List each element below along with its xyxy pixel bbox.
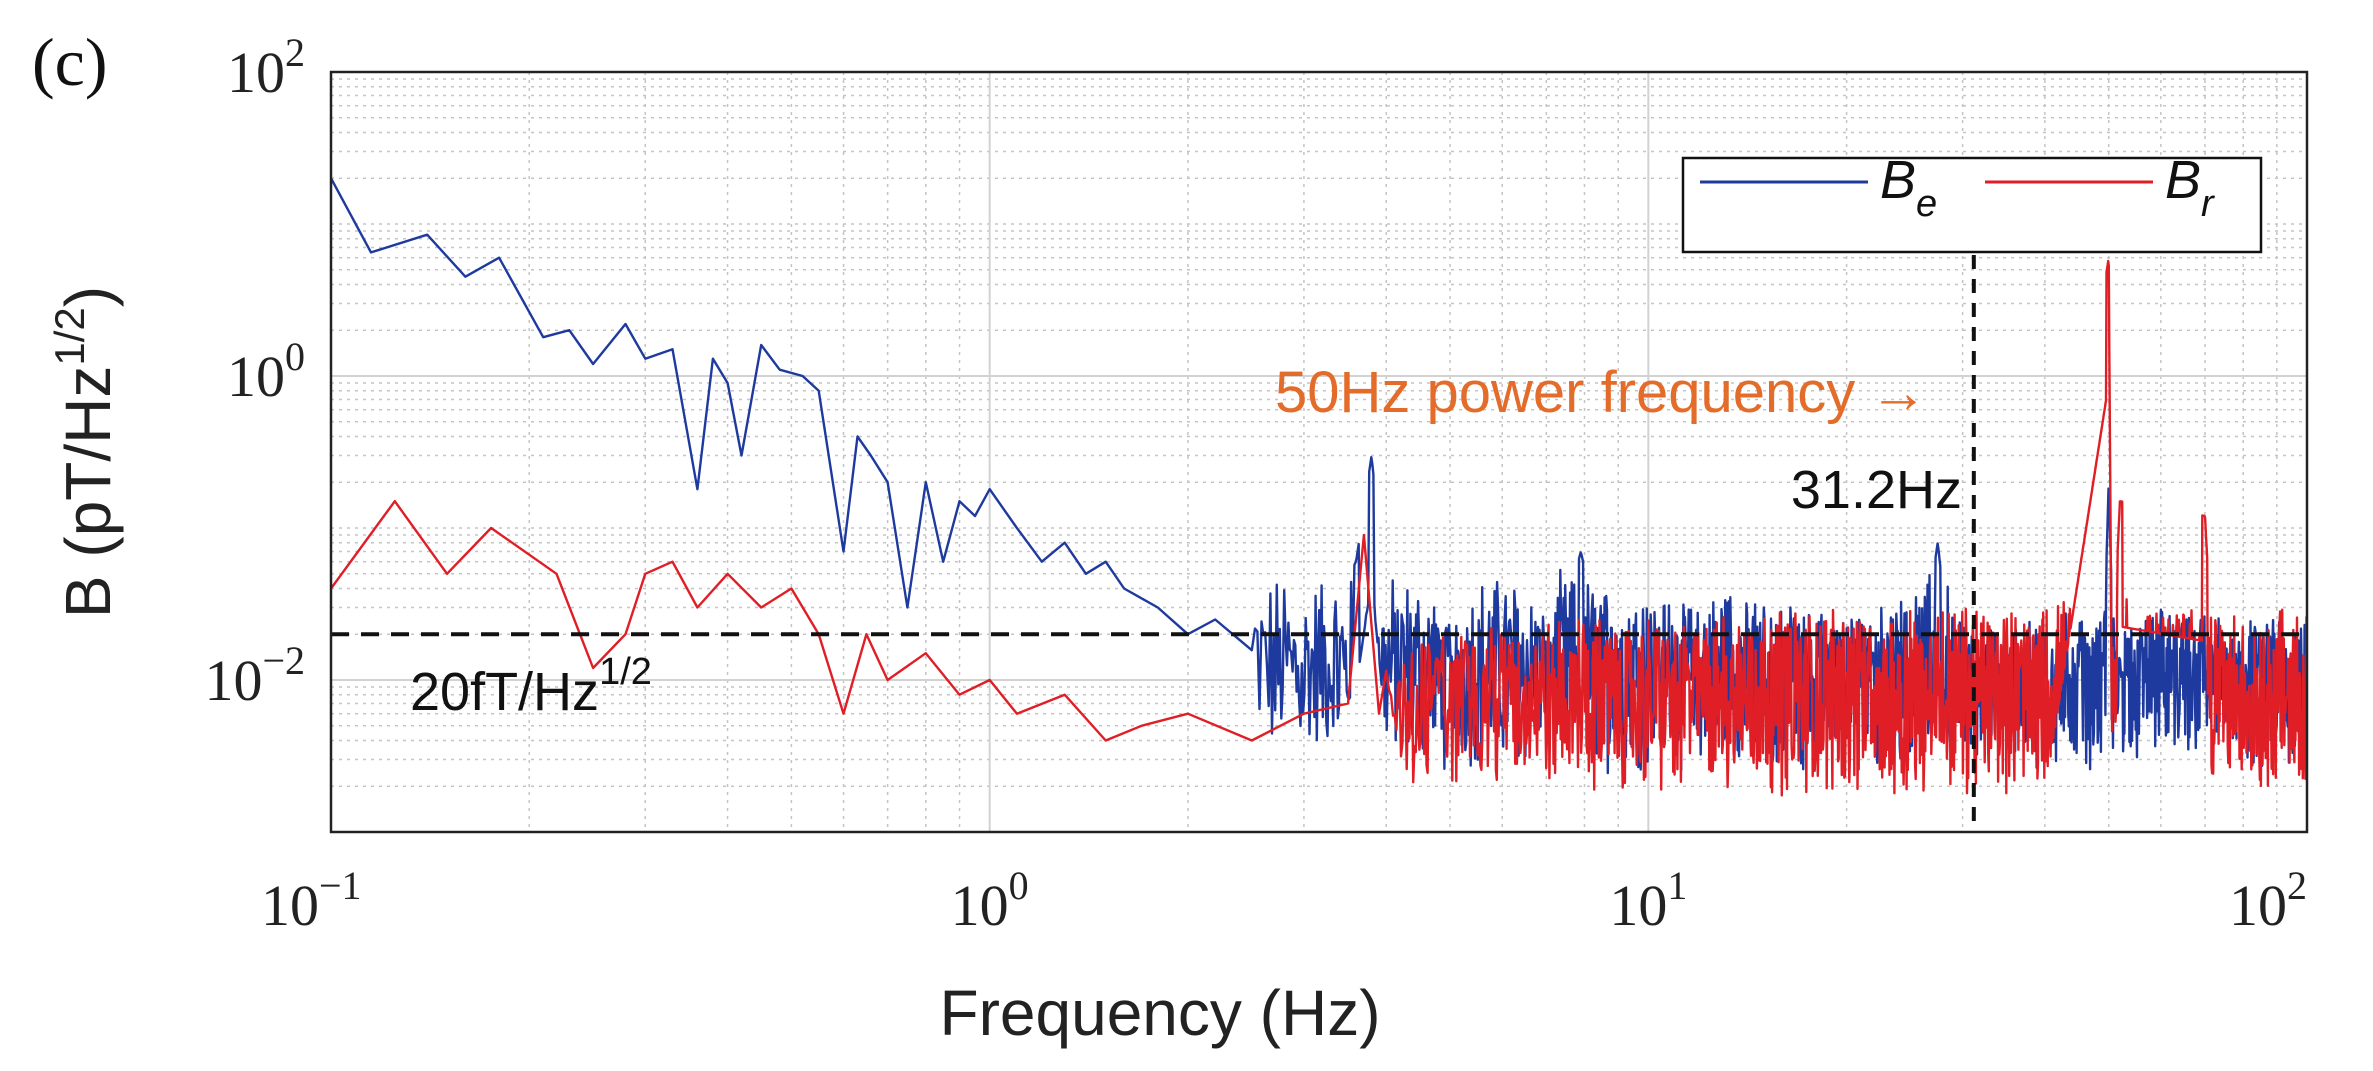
y-label-close: )	[52, 286, 124, 307]
y-tick-labels: 10−2 100 102	[204, 30, 305, 713]
legend: Be Br	[1681, 150, 2263, 254]
y-axis-label: B (pT/Hz1/2)	[46, 286, 124, 618]
y-tick-label: 102	[227, 30, 305, 105]
panel-label: (c)	[32, 24, 107, 100]
x-axis-label: Frequency (Hz)	[940, 977, 1381, 1049]
x-tick-label: 101	[1609, 863, 1687, 938]
threshold-label: 20fT/Hz1/2	[410, 651, 652, 722]
x-tick-labels: 10−1 100 101 102	[261, 863, 2307, 938]
y-tick-label: 100	[227, 334, 305, 409]
series-layer	[331, 177, 2307, 797]
x-tick-label: 10−1	[261, 863, 362, 938]
y-tick-label: 10−2	[204, 638, 305, 713]
svg-text:B (pT/Hz1/2): B (pT/Hz1/2)	[46, 286, 124, 618]
annotation-text: 50Hz power frequency →	[1275, 360, 1927, 425]
legend-label-be: Be	[1880, 150, 1937, 225]
legend-label-br: Br	[2165, 150, 2215, 225]
x-tick-label: 100	[951, 863, 1029, 938]
axes-box	[329, 70, 2309, 834]
y-label-main: B (pT/Hz	[52, 366, 124, 618]
x-tick-label: 102	[2229, 863, 2307, 938]
vline-label: 31.2Hz	[1791, 460, 1962, 520]
y-label-exp: 1/2	[46, 307, 93, 365]
series-line-Br	[331, 259, 2307, 797]
legend-box	[1681, 156, 2263, 254]
